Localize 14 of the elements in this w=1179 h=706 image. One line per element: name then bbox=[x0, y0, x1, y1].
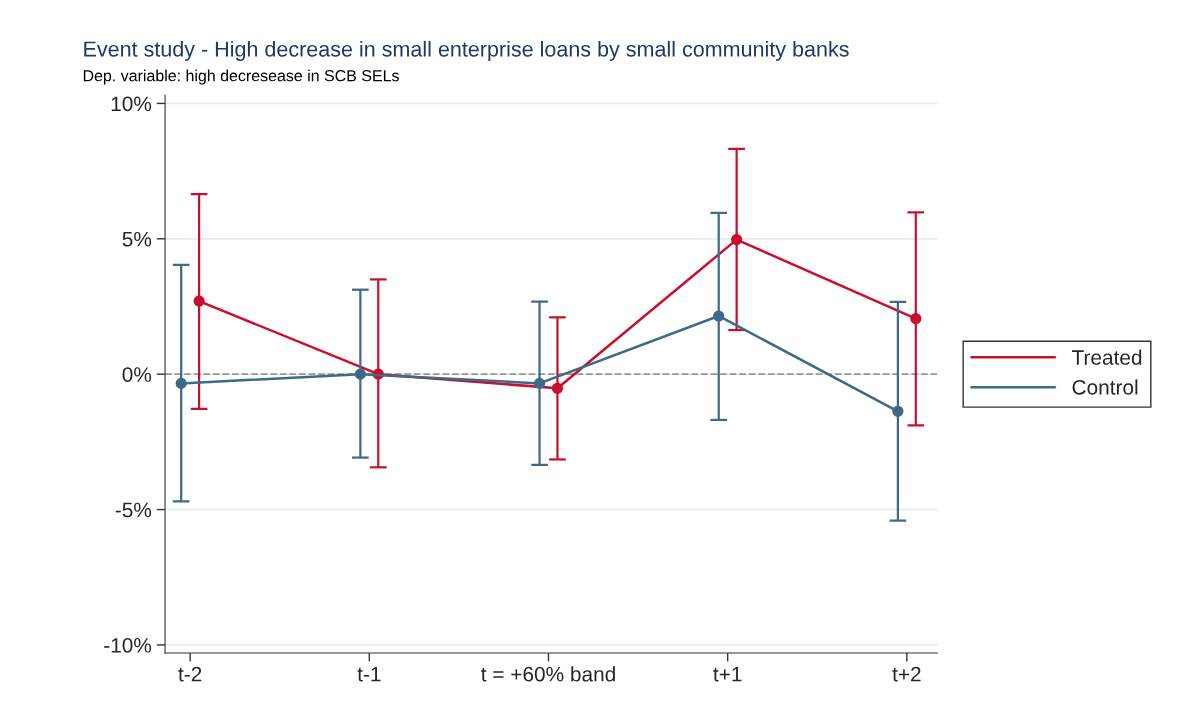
x-tick-label: t+1 bbox=[713, 667, 742, 682]
chart-subtitle: Dep. variable: high decresease in SCB SELs bbox=[83, 69, 399, 85]
x-tick-label: t = +60% band bbox=[481, 666, 615, 682]
y-tick-label: -5% bbox=[115, 502, 152, 518]
y-tick-label: -10% bbox=[104, 637, 152, 653]
chart-title: Event study - High decrease in small enterprise loans by small community banks bbox=[84, 40, 849, 61]
y-tick-label: 0% bbox=[122, 367, 152, 382]
x-tick-label: t+2 bbox=[892, 666, 921, 682]
x-tick-label: t-1 bbox=[357, 667, 381, 682]
y-tick-label: 5% bbox=[122, 231, 152, 247]
y-tick-label: 10% bbox=[111, 96, 152, 112]
legend-label: Treated bbox=[1071, 349, 1142, 365]
x-tick-label: t-2 bbox=[178, 666, 202, 682]
legend-label: Control bbox=[1072, 379, 1138, 395]
